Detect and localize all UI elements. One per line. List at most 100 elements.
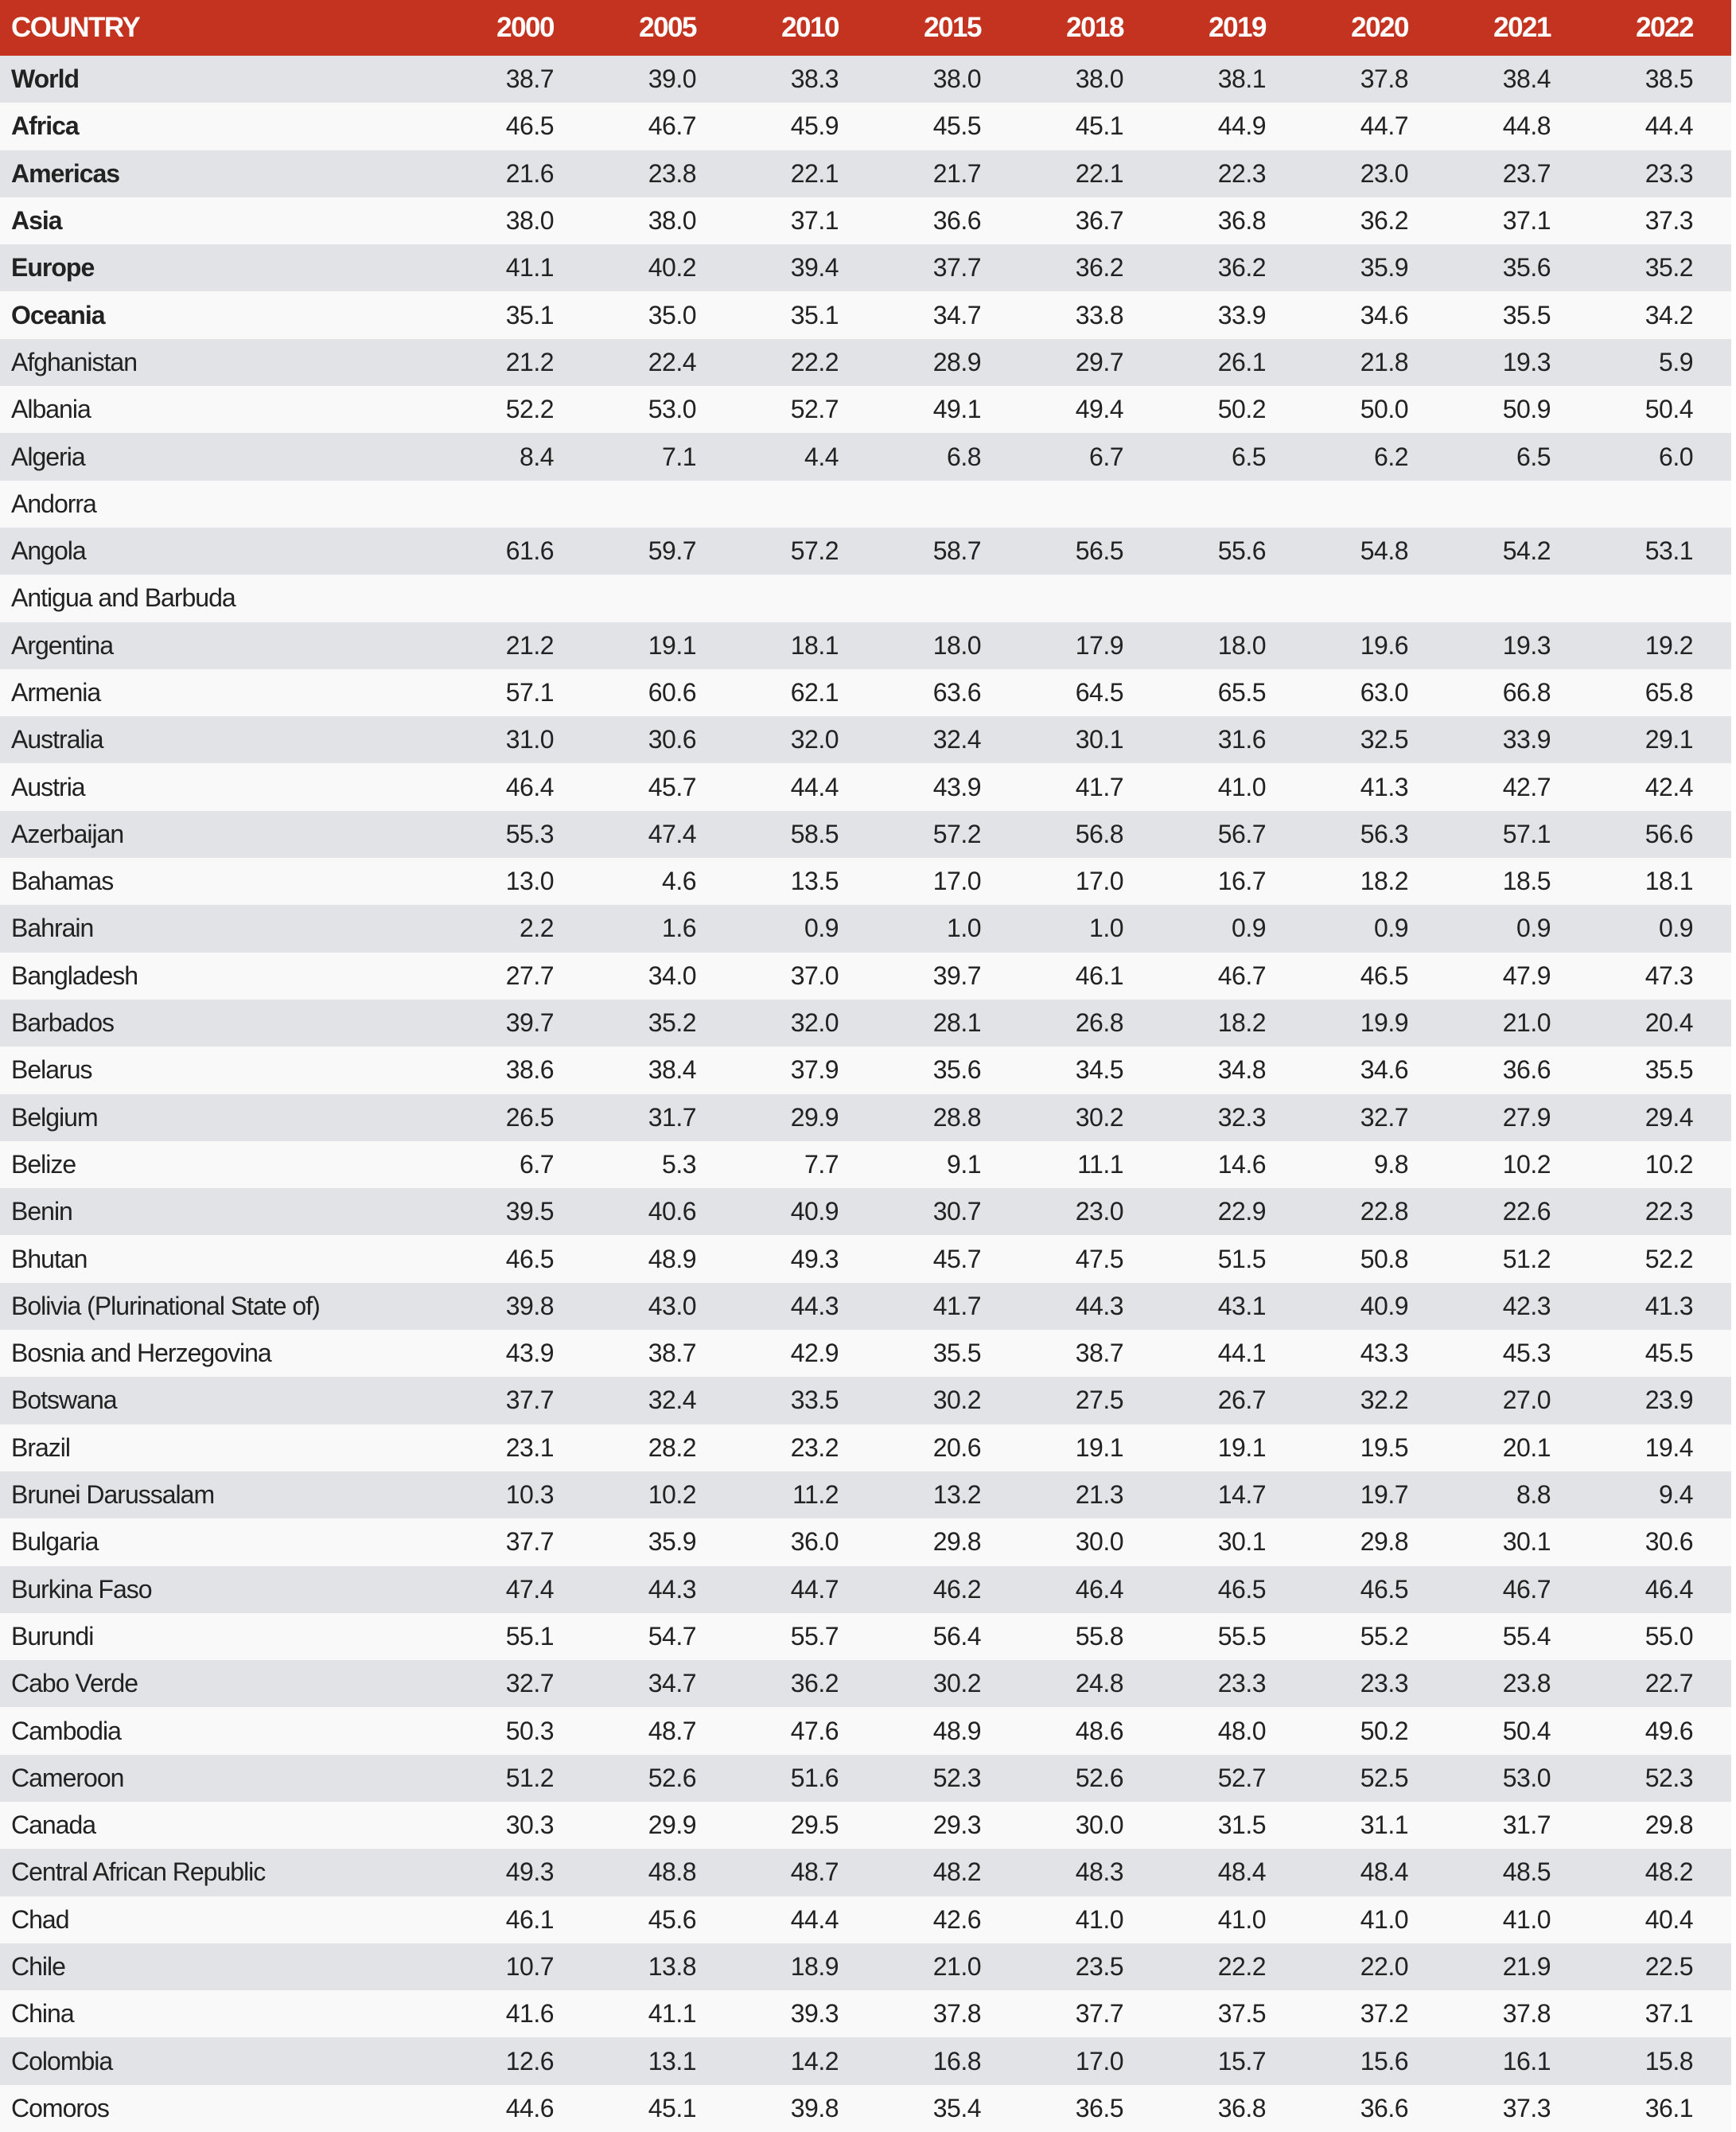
value-cell: 33.9 <box>1217 300 1267 329</box>
value-cell: 36.2 <box>790 1669 839 1698</box>
table-row: Afghanistan 21.2 22.4 22.2 28.9 29.7 26.1 21.8 1… <box>0 338 1731 387</box>
value-cell: 31.0 <box>505 725 555 754</box>
value-cell: 46.1 <box>1075 961 1124 990</box>
value-cell: 27.9 <box>1502 1102 1551 1132</box>
value-cell: 16.7 <box>1217 867 1267 896</box>
country-name: Belgium <box>11 1102 99 1132</box>
country-name: Cameroon <box>11 1763 124 1792</box>
country-name: Benin <box>11 1197 73 1226</box>
value-cell: 44.4 <box>1645 111 1694 141</box>
value-cell: 39.8 <box>790 2093 839 2122</box>
value-cell: 19.1 <box>648 630 697 660</box>
value-cell: 40.9 <box>790 1197 839 1226</box>
value-cell: 30.2 <box>1075 1102 1124 1132</box>
value-cell: 19.6 <box>1360 630 1409 660</box>
table-row: Bahamas 13.0 4.6 13.5 17.0 17.0 16.7 18.2 18.5 18… <box>0 858 1731 906</box>
value-cell: 56.4 <box>932 1621 982 1651</box>
value-cell: 41.0 <box>1217 1904 1267 1934</box>
value-cell: 37.3 <box>1502 2093 1551 2122</box>
table-row: Cameroon 51.2 52.6 51.6 52.3 52.6 52.7 52.5 53.0… <box>0 1754 1731 1802</box>
value-cell: 6.5 <box>1516 442 1551 471</box>
value-cell: 20.4 <box>1645 1008 1694 1038</box>
value-cell: 37.9 <box>790 1055 839 1085</box>
value-cell: 36.8 <box>1217 2093 1267 2122</box>
value-cell: 35.1 <box>505 300 555 329</box>
value-cell: 29.3 <box>932 1810 982 1840</box>
value-cell: 15.8 <box>1645 2046 1694 2075</box>
country-name: Angola <box>11 536 87 566</box>
country-name: Bangladesh <box>11 961 138 990</box>
country-name: Armenia <box>11 678 101 707</box>
value-cell: 46.7 <box>648 111 697 141</box>
country-name: Azerbaijan <box>11 819 124 848</box>
value-cell: 1.0 <box>947 914 981 943</box>
value-cell: 21.8 <box>1360 347 1409 376</box>
value-cell: 33.9 <box>1502 725 1551 754</box>
value-cell: 22.9 <box>1217 1197 1267 1226</box>
value-cell: 29.1 <box>1645 725 1694 754</box>
value-cell: 35.6 <box>1502 253 1551 283</box>
value-cell: 38.0 <box>932 64 982 94</box>
value-cell: 38.3 <box>790 64 839 94</box>
value-cell: 32.2 <box>1360 1386 1409 1415</box>
value-cell: 29.5 <box>790 1810 839 1840</box>
value-cell: 48.9 <box>932 1716 982 1745</box>
value-cell: 42.7 <box>1502 772 1551 801</box>
value-cell: 13.1 <box>648 2046 697 2075</box>
value-cell: 31.7 <box>648 1102 697 1132</box>
value-cell: 22.8 <box>1360 1197 1409 1226</box>
value-cell: 23.2 <box>790 1432 839 1462</box>
table-row: Argentina 21.2 19.1 18.1 18.0 17.9 18.0 19.6 19.… <box>0 622 1731 669</box>
value-cell: 42.9 <box>790 1339 839 1368</box>
value-cell: 31.6 <box>1217 725 1267 754</box>
value-cell: 39.7 <box>932 961 982 990</box>
value-cell: 33.8 <box>1075 300 1124 329</box>
value-cell: 53.0 <box>1502 1763 1551 1792</box>
value-cell: 8.8 <box>1516 1480 1551 1510</box>
table-row: Chad 46.1 45.6 44.4 42.6 41.0 41.0 41.0 41.0 40.4 <box>0 1896 1731 1943</box>
value-cell: 9.1 <box>947 1149 981 1179</box>
value-cell: 17.9 <box>1075 630 1124 660</box>
value-cell: 20.6 <box>932 1432 982 1462</box>
value-cell: 53.1 <box>1645 536 1694 566</box>
value-cell: 52.3 <box>932 1763 982 1792</box>
value-cell: 40.6 <box>648 1197 697 1226</box>
value-cell: 22.1 <box>790 158 839 188</box>
country-name: Algeria <box>11 442 86 471</box>
value-cell: 46.5 <box>505 1244 555 1273</box>
value-cell: 46.4 <box>505 772 555 801</box>
country-name: Antigua and Barbuda <box>11 583 236 613</box>
value-cell: 65.8 <box>1645 678 1694 707</box>
value-cell: 6.2 <box>1374 442 1408 471</box>
column-header-country: COUNTRY <box>11 12 141 43</box>
value-cell: 39.0 <box>648 64 697 94</box>
value-cell: 21.2 <box>505 630 555 660</box>
value-cell: 46.1 <box>505 1904 555 1934</box>
value-cell: 17.0 <box>932 867 982 896</box>
value-cell: 18.0 <box>1217 630 1267 660</box>
value-cell: 43.9 <box>932 772 982 801</box>
value-cell: 30.7 <box>932 1197 982 1226</box>
value-cell: 56.5 <box>1075 536 1124 566</box>
value-cell: 32.3 <box>1217 1102 1267 1132</box>
value-cell: 55.6 <box>1217 536 1267 566</box>
value-cell: 46.7 <box>1217 961 1267 990</box>
value-cell: 19.1 <box>1075 1432 1124 1462</box>
value-cell: 34.5 <box>1075 1055 1124 1085</box>
value-cell: 29.4 <box>1645 1102 1694 1132</box>
value-cell: 23.5 <box>1075 1952 1124 1982</box>
table-row: Comoros 44.6 45.1 39.8 35.4 36.5 36.8 36.6 37.3 3… <box>0 2084 1731 2132</box>
value-cell: 29.8 <box>1360 1527 1409 1557</box>
value-cell: 52.7 <box>1217 1763 1267 1792</box>
country-name: Belize <box>11 1149 76 1179</box>
value-cell: 64.5 <box>1075 678 1124 707</box>
value-cell: 48.4 <box>1360 1857 1409 1887</box>
country-name: Austria <box>11 772 86 801</box>
value-cell: 0.9 <box>1374 914 1408 943</box>
value-cell: 46.4 <box>1075 1574 1124 1604</box>
value-cell: 36.7 <box>1075 206 1124 236</box>
value-cell: 34.0 <box>648 961 697 990</box>
value-cell <box>1162 481 1304 528</box>
value-cell: 36.6 <box>1360 2093 1409 2122</box>
